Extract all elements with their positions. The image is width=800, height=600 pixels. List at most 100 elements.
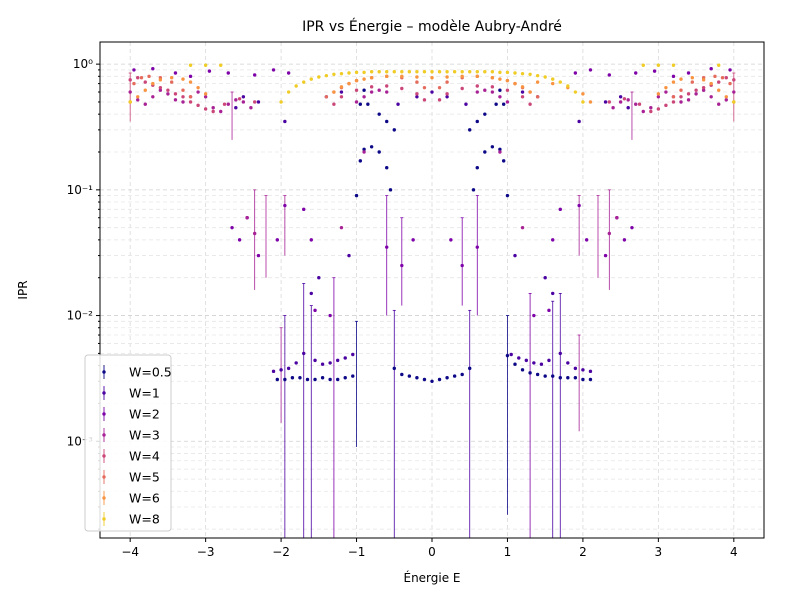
- data-point: [532, 361, 536, 365]
- data-point: [275, 377, 280, 382]
- data-point: [415, 80, 419, 84]
- data-point: [528, 90, 532, 94]
- data-point: [709, 81, 713, 86]
- data-point: [385, 84, 389, 88]
- legend-marker-dot: [102, 496, 106, 500]
- x-tick-label: −2: [272, 545, 290, 559]
- data-point: [151, 81, 155, 86]
- data-point: [388, 188, 393, 192]
- data-point: [437, 85, 442, 90]
- data-point: [464, 102, 468, 106]
- data-point: [468, 366, 472, 371]
- data-point: [452, 70, 457, 74]
- data-point: [558, 376, 562, 380]
- data-point: [354, 70, 359, 75]
- data-point: [607, 100, 612, 104]
- data-point: [490, 85, 495, 89]
- data-point: [445, 95, 449, 99]
- data-point: [724, 98, 728, 102]
- legend-marker-dot: [102, 391, 106, 395]
- data-point: [505, 100, 510, 104]
- data-point: [188, 74, 193, 79]
- data-point: [618, 100, 623, 104]
- data-point: [547, 358, 551, 363]
- data-point: [475, 166, 479, 170]
- y-tick-label: 10⁰: [73, 57, 93, 71]
- data-point: [679, 88, 683, 92]
- data-point: [475, 84, 479, 88]
- data-point: [566, 84, 570, 88]
- data-point: [517, 356, 521, 360]
- data-point: [385, 166, 389, 170]
- data-point: [354, 193, 359, 198]
- data-point: [369, 85, 374, 89]
- data-point: [690, 80, 695, 84]
- data-point: [551, 81, 555, 86]
- data-point: [136, 95, 140, 99]
- data-point: [543, 276, 547, 280]
- data-point: [136, 76, 140, 80]
- data-point: [158, 88, 163, 92]
- data-point: [634, 102, 638, 106]
- x-tick-label: 3: [655, 545, 663, 559]
- data-point: [724, 95, 728, 99]
- data-point: [241, 100, 246, 104]
- data-point: [717, 63, 721, 67]
- data-point: [309, 238, 313, 242]
- data-point: [535, 73, 540, 78]
- legend-label: W=4: [129, 449, 160, 464]
- data-point: [196, 103, 200, 108]
- data-point: [498, 150, 502, 154]
- x-tick-label: 4: [730, 545, 738, 559]
- legend-box: [84, 354, 172, 532]
- data-point: [166, 88, 170, 92]
- data-point: [181, 95, 185, 99]
- data-point: [169, 76, 174, 80]
- legend-label: W=2: [129, 407, 160, 422]
- data-point: [158, 78, 163, 82]
- data-point: [630, 225, 634, 230]
- data-point: [283, 377, 287, 382]
- data-point: [520, 90, 525, 94]
- data-point: [219, 109, 223, 114]
- x-tick-label: 0: [428, 545, 436, 559]
- data-point: [302, 80, 306, 84]
- data-point: [505, 353, 510, 358]
- data-point: [498, 88, 502, 92]
- data-point: [551, 374, 555, 378]
- x-tick-label: 2: [579, 545, 587, 559]
- data-point: [166, 92, 170, 96]
- data-point: [415, 376, 419, 380]
- data-point: [588, 68, 593, 72]
- legend-label: W=3: [129, 428, 160, 443]
- data-point: [573, 376, 578, 380]
- data-point: [437, 98, 442, 102]
- data-point: [671, 63, 676, 67]
- data-point: [626, 106, 630, 110]
- data-point: [203, 107, 208, 111]
- data-point: [615, 216, 619, 220]
- data-point: [437, 70, 442, 74]
- data-point: [430, 90, 434, 94]
- data-point: [717, 88, 721, 92]
- data-point: [298, 376, 302, 380]
- data-point: [468, 128, 472, 132]
- data-point: [430, 70, 434, 74]
- data-point: [452, 374, 457, 378]
- data-point: [317, 75, 321, 79]
- data-point: [385, 119, 389, 124]
- data-point: [294, 361, 298, 365]
- data-point: [603, 253, 608, 258]
- data-point: [320, 376, 325, 380]
- data-point: [588, 377, 593, 382]
- data-point: [581, 100, 585, 104]
- data-point: [335, 358, 340, 363]
- data-point: [132, 68, 136, 72]
- data-point: [324, 95, 329, 99]
- legend-label: W=8: [129, 512, 160, 527]
- y-tick-label: 10⁻¹: [67, 183, 94, 197]
- data-point: [343, 356, 347, 360]
- data-point: [317, 276, 321, 280]
- data-point: [347, 253, 351, 258]
